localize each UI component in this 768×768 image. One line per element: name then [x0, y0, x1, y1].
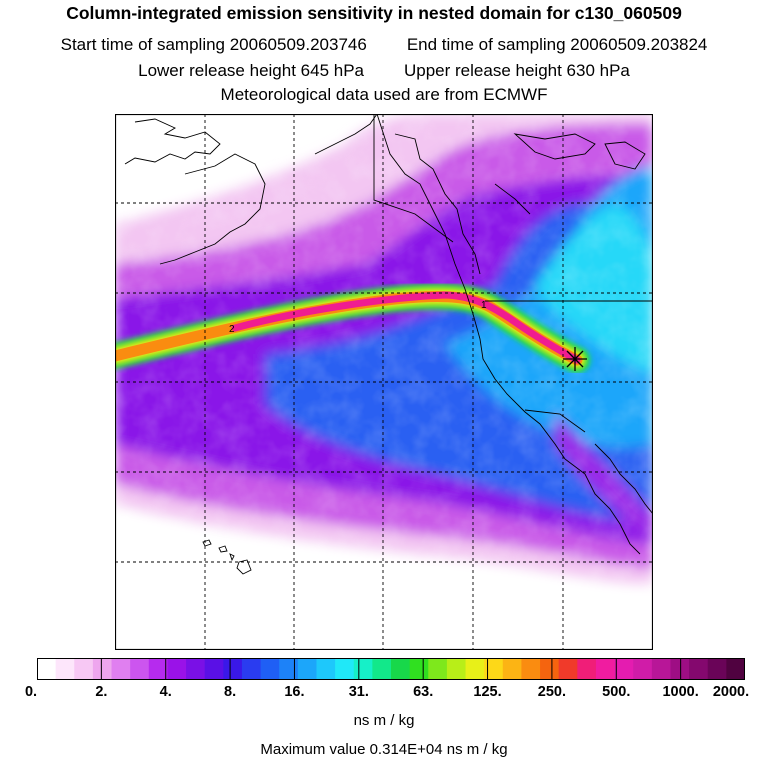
upper-release-label: Upper release height 630 hPa	[404, 61, 630, 80]
colorbar-cell	[279, 658, 299, 680]
colorbar-cell	[204, 658, 224, 680]
plume-core-magenta	[231, 291, 581, 364]
colorbar-cell	[689, 658, 709, 680]
colorbar-tick-label: 250.	[537, 684, 567, 700]
coastlines	[124, 114, 653, 575]
colorbar	[37, 658, 745, 680]
colorbar-cell	[577, 658, 597, 680]
colorbar-tick-label: 8.	[224, 684, 237, 700]
colorbar-cell	[558, 658, 578, 680]
colorbar-tick-label: 16.	[284, 684, 305, 700]
maximum-value-label: Maximum value 0.314E+04 ns m / kg	[260, 741, 508, 758]
met-data-label: Meteorological data used are from ECMWF	[220, 85, 548, 104]
island-4	[236, 559, 252, 575]
coast-alaska-east	[494, 183, 531, 215]
colorbar-tick-label: 2000.	[712, 684, 750, 700]
island-3	[229, 553, 235, 562]
coast-bc	[376, 114, 474, 315]
coast-alaska-gulf	[314, 114, 378, 155]
lower-release-label: Lower release height 645 hPa	[138, 61, 364, 80]
colorbar-cell	[130, 658, 150, 680]
colorbar-cell	[353, 658, 373, 680]
colorbar-cell	[111, 658, 131, 680]
colorbar-tick-label: 500.	[602, 684, 631, 700]
colorbar-cell	[186, 658, 206, 680]
colorbar-cell	[465, 658, 485, 680]
coast-alaska-peninsula	[159, 153, 266, 265]
plot-title: Column-integrated emission sensitivity i…	[66, 3, 682, 23]
sensitivity-map: 2 1	[115, 114, 653, 650]
coast-north-blob-2	[604, 141, 646, 170]
colorbar-tick-label: 125.	[473, 684, 502, 700]
colorbar-cell	[428, 658, 448, 680]
colorbar-cell	[726, 658, 745, 680]
colorbar-cell	[316, 658, 336, 680]
trajectory-label-1: 1	[481, 300, 487, 311]
colorbar-cell	[614, 658, 634, 680]
colorbar-cell	[148, 658, 169, 680]
state-border-mexico	[524, 409, 586, 433]
colorbar-cell	[670, 658, 690, 680]
start-time-label: Start time of sampling 20060509.203746	[60, 35, 367, 54]
sensitivity-field	[115, 114, 653, 650]
colorbar-tick-label: 4.	[159, 684, 172, 700]
coast-north-blob	[513, 133, 596, 160]
latlon-grid	[115, 114, 653, 650]
colorbar-tick-label: 31.	[348, 684, 369, 700]
colorbar-cells	[37, 658, 745, 680]
colorbar-cell	[372, 658, 392, 680]
colorbar-cell	[92, 658, 113, 680]
coast-alaska-north	[124, 118, 221, 165]
colorbar-cell	[484, 658, 504, 680]
colorbar-cell	[502, 658, 523, 680]
colorbar-cell	[707, 658, 727, 680]
colorbar-cell	[595, 658, 616, 680]
coast-mexico	[594, 443, 653, 515]
colorbar-tick-label: 63.	[413, 684, 434, 700]
trajectory-label-2: 2	[229, 324, 235, 335]
colorbar-tick-label: 2.	[95, 684, 108, 700]
end-time-label: End time of sampling 20060509.203824	[406, 35, 708, 54]
colorbar-cell	[260, 658, 280, 680]
release-heights: Lower release height 645 hPa Upper releas…	[0, 61, 768, 81]
colorbar-cell	[241, 658, 262, 680]
colorbar-tick-label: 1000.	[662, 684, 699, 700]
coast-british-columbia-inner	[394, 133, 481, 275]
trajectory-plume	[115, 283, 590, 373]
colorbar-cell	[335, 658, 355, 680]
map-frame	[115, 114, 653, 650]
colorbar-units: ns m / kg	[353, 712, 415, 729]
hawaii-islands	[202, 539, 252, 575]
state-border-canada-us	[373, 114, 454, 243]
coast-baja	[564, 458, 641, 555]
island-2	[218, 545, 228, 553]
colorbar-frame	[37, 658, 745, 680]
colorbar-cell	[74, 658, 94, 680]
sampling-times: Start time of sampling 20060509.203746 En…	[0, 35, 768, 55]
colorbar-cell	[446, 658, 467, 680]
colorbar-cell	[651, 658, 672, 680]
colorbar-cell	[37, 658, 57, 680]
colorbar-cell	[409, 658, 429, 680]
colorbar-cell	[297, 658, 318, 680]
colorbar-cell	[391, 658, 411, 680]
island-1	[202, 539, 212, 547]
colorbar-cell	[167, 658, 187, 680]
colorbar-cell	[521, 658, 541, 680]
colorbar-cell	[223, 658, 243, 680]
colorbar-cell	[55, 658, 75, 680]
colorbar-tick-label: 0.	[24, 684, 38, 700]
colorbar-cell	[633, 658, 653, 680]
colorbar-cell	[540, 658, 560, 680]
release-point-star-icon	[563, 347, 587, 371]
coast-california	[472, 313, 566, 460]
